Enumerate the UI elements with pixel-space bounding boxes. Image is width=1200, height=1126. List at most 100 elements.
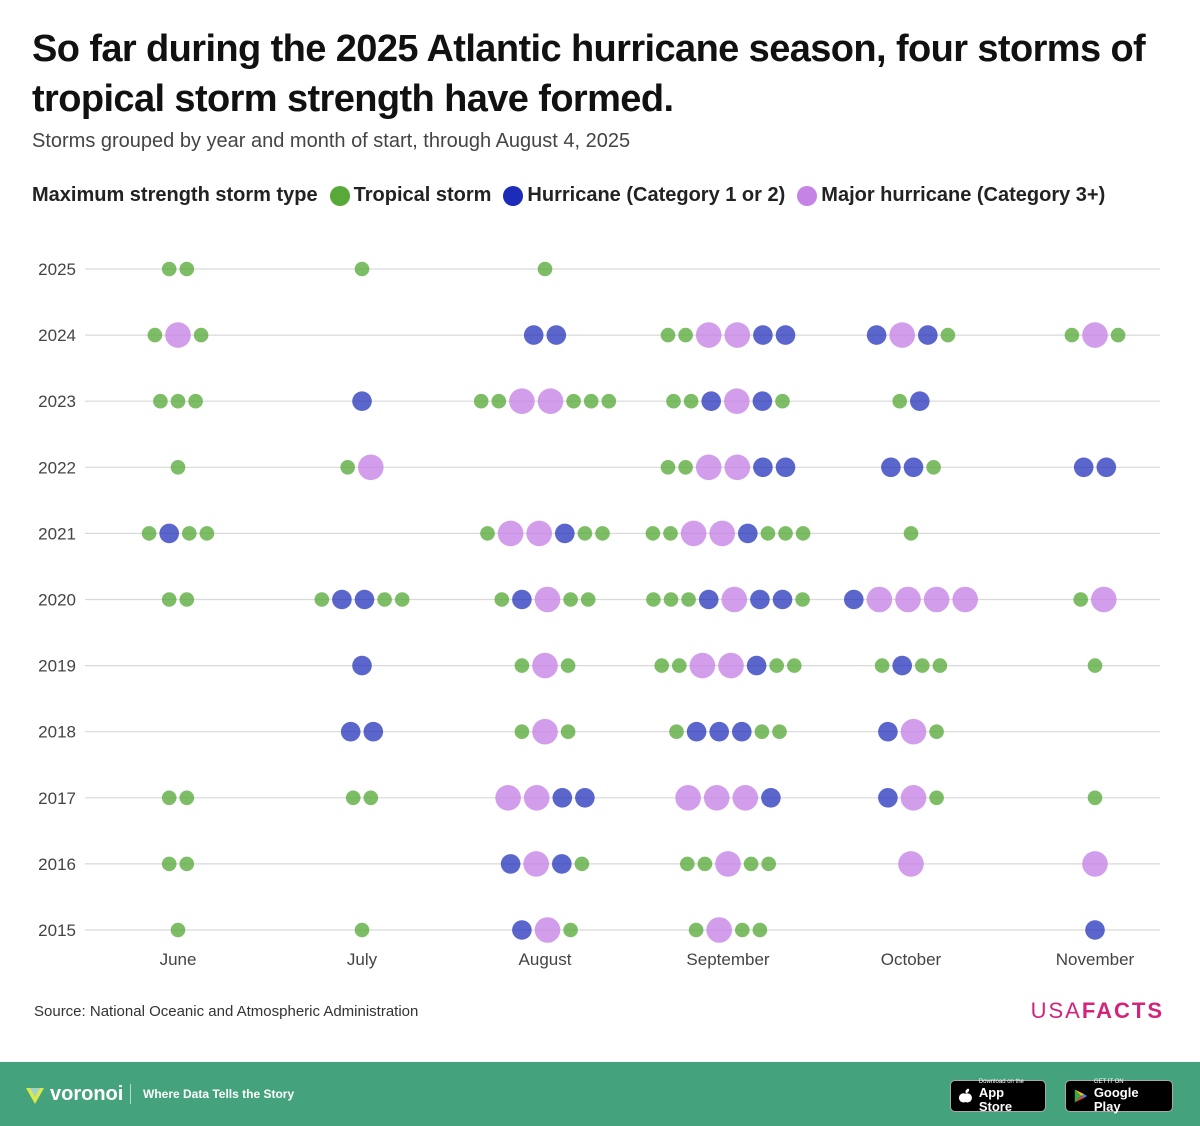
- storm-dot-2018-july-1: [340, 721, 361, 742]
- year-label-2025: 2025: [38, 260, 76, 279]
- year-label-2024: 2024: [38, 326, 76, 345]
- storm-dot-2018-august-3: [560, 724, 576, 739]
- brand-bold: FACTS: [1081, 998, 1164, 1023]
- storm-dot-2021-june-3: [182, 526, 197, 541]
- storm-dot-2020-september-3: [681, 592, 696, 607]
- storm-dot-2017-october-1: [878, 788, 898, 808]
- storm-dot-2018-october-1: [878, 721, 898, 742]
- storm-dot-2021-september-1: [645, 526, 661, 541]
- storm-dot-2024-october-4: [940, 327, 956, 343]
- storm-dot-2024-september-5: [753, 325, 773, 345]
- storm-dot-2016-august-4: [574, 856, 590, 872]
- storm-dot-2022-october-2: [903, 457, 924, 478]
- storm-dot-2019-september-1: [654, 658, 669, 673]
- storm-dot-2020-october-4: [923, 586, 950, 613]
- storm-dot-2018-september-5: [754, 724, 770, 739]
- storm-dot-2019-october-1: [874, 658, 890, 673]
- storm-dot-2020-september-4: [698, 589, 719, 610]
- storm-dot-2019-september-3: [689, 652, 716, 679]
- storm-dot-2021-september-8: [795, 526, 811, 541]
- footer-divider: [130, 1084, 131, 1104]
- storm-dot-2021-august-4: [555, 523, 575, 544]
- storm-dot-2015-september-3: [735, 922, 750, 938]
- storm-dot-2018-october-3: [929, 724, 944, 739]
- storm-dot-2017-october-2: [900, 785, 927, 811]
- storm-dot-2024-october-2: [889, 322, 915, 348]
- storm-dot-2017-september-4: [761, 788, 781, 808]
- storm-dot-2021-september-2: [663, 526, 678, 541]
- storm-dot-2015-june-1: [170, 922, 186, 938]
- storm-dot-2021-june-2: [159, 523, 179, 544]
- storm-dot-2018-august-1: [514, 724, 530, 739]
- storm-dot-2022-june-1: [170, 460, 186, 475]
- storm-dot-2021-june-4: [199, 526, 215, 541]
- storm-dot-2016-november-1: [1082, 851, 1108, 877]
- chart-subtitle: Storms grouped by year and month of star…: [32, 130, 631, 152]
- storm-dot-2021-september-4: [709, 520, 735, 547]
- storm-dot-2023-june-2: [170, 393, 186, 409]
- storm-dot-2016-june-2: [179, 856, 195, 872]
- storm-dot-2016-august-3: [552, 854, 572, 874]
- storm-dot-2023-september-4: [724, 388, 750, 414]
- storm-dot-2021-august-6: [595, 526, 610, 541]
- storm-dot-2017-august-4: [575, 788, 595, 808]
- legend-swatch-major-hurricane: [797, 185, 818, 206]
- legend-label-major-hurricane: Major hurricane (Category 3+): [821, 184, 1106, 206]
- brand-light: USA: [1030, 998, 1082, 1023]
- storm-dot-2022-september-1: [660, 460, 676, 475]
- storm-dot-2020-september-6: [750, 589, 770, 610]
- storm-dot-2019-october-4: [932, 658, 948, 673]
- storm-dot-2024-june-3: [193, 327, 209, 343]
- storm-dot-2020-september-5: [721, 586, 748, 613]
- storm-dot-2017-june-2: [179, 790, 195, 806]
- storm-dot-2017-july-2: [363, 790, 379, 806]
- legend-item-hurricane: Hurricane (Category 1 or 2): [503, 184, 785, 207]
- storm-dot-2022-september-3: [695, 454, 722, 481]
- storm-dot-2024-september-2: [678, 327, 693, 343]
- month-label-october: October: [881, 950, 942, 969]
- apple-icon: [958, 1088, 972, 1103]
- storm-dot-2022-september-4: [724, 454, 751, 481]
- storm-dot-2020-august-1: [494, 592, 510, 607]
- google-play-icon: [1074, 1089, 1087, 1103]
- storm-dot-2020-july-2: [332, 589, 352, 610]
- year-label-2019: 2019: [38, 657, 76, 676]
- storm-dot-2016-september-1: [680, 856, 695, 872]
- storm-dot-2020-july-4: [377, 592, 392, 607]
- storm-dot-2018-october-2: [900, 718, 927, 745]
- storm-dot-2020-november-1: [1073, 592, 1088, 607]
- storm-dot-2021-september-7: [778, 526, 793, 541]
- storm-dot-2019-august-3: [560, 658, 576, 673]
- storm-dot-2023-august-4: [537, 388, 564, 414]
- storm-dot-2024-september-3: [695, 322, 722, 348]
- storm-dot-2023-september-1: [666, 393, 681, 409]
- storm-dot-2017-june-1: [161, 790, 177, 806]
- storm-dot-2023-august-2: [491, 393, 507, 409]
- legend-item-tropical-storm: Tropical storm: [329, 184, 491, 207]
- storm-dot-2019-september-6: [769, 658, 784, 673]
- storm-dot-2019-november-1: [1087, 658, 1103, 673]
- footer-bar: voronoi Where Data Tells the Story Downl…: [0, 1062, 1200, 1126]
- storm-dot-2017-july-1: [345, 790, 361, 806]
- storm-dot-2020-october-2: [866, 586, 893, 613]
- storm-dot-2018-september-4: [732, 721, 752, 742]
- storm-dot-2019-august-2: [532, 652, 558, 679]
- storm-dot-2023-august-7: [601, 393, 617, 409]
- storm-dot-2019-september-2: [672, 658, 687, 673]
- legend: Maximum strength storm type Tropical sto…: [32, 184, 1190, 207]
- storm-dot-2016-september-3: [715, 851, 741, 877]
- storm-dot-2020-july-1: [314, 592, 330, 607]
- app-store-button[interactable]: Download on the App Store: [950, 1079, 1046, 1113]
- storm-dot-2020-august-4: [563, 592, 578, 607]
- month-label-november: November: [1056, 950, 1135, 969]
- storm-dot-2015-september-2: [706, 917, 732, 943]
- google-play-button[interactable]: GET IT ON Google Play: [1065, 1079, 1173, 1113]
- voronoi-logo[interactable]: voronoi: [24, 1083, 123, 1106]
- storm-dot-2023-june-1: [153, 393, 168, 409]
- storm-dot-2022-september-2: [678, 460, 693, 475]
- storm-dot-2021-september-6: [760, 526, 776, 541]
- storm-dot-chart: 2025 2024 2023 2022 2021 2020 2019 2018 2017 2016…: [38, 260, 1160, 969]
- storm-dot-2016-september-4: [743, 856, 759, 872]
- storm-dot-2024-august-2: [546, 325, 567, 345]
- storm-dot-2023-august-3: [509, 388, 535, 414]
